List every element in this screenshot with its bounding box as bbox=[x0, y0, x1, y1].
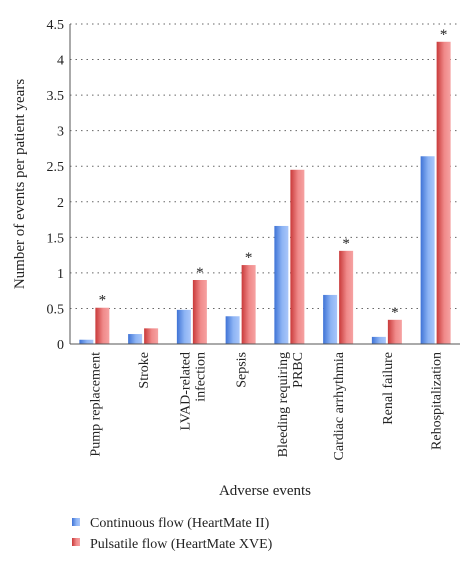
bar-pulsatile bbox=[95, 307, 110, 344]
bar-continuous bbox=[274, 225, 289, 344]
bar-continuous bbox=[323, 294, 338, 344]
x-tick-label-line: Cardiac arrhythmia bbox=[332, 351, 347, 460]
x-tick-label: Pump replacement bbox=[88, 352, 103, 457]
legend-swatch-pulsatile bbox=[72, 538, 80, 546]
y-tick-label: 3.5 bbox=[47, 89, 65, 104]
y-axis-label: Number of events per patient years bbox=[12, 79, 28, 289]
y-tick-label: 2.5 bbox=[47, 160, 65, 175]
significance-marker: * bbox=[440, 27, 448, 43]
x-tick-label-line: Renal failure bbox=[381, 352, 396, 425]
y-tick-label: 1.5 bbox=[47, 231, 65, 246]
y-tick-label: 0.5 bbox=[47, 302, 65, 317]
x-tick-label-line: Sepsis bbox=[235, 352, 250, 388]
y-tick-label: 3 bbox=[57, 125, 64, 140]
x-axis-label: Adverse events bbox=[219, 483, 311, 499]
x-tick-label: LVAD-related infection bbox=[178, 352, 208, 431]
x-tick-labels: Pump replacement Stroke LVAD-related infect… bbox=[88, 351, 444, 460]
legend-item-continuous: Continuous flow (HeartMate II) bbox=[72, 516, 270, 531]
x-tick-label: Renal failure bbox=[381, 352, 396, 425]
significance-marker: * bbox=[196, 265, 204, 281]
significance-marker: * bbox=[245, 250, 253, 266]
bar-continuous bbox=[128, 334, 143, 344]
gridlines bbox=[70, 23, 460, 309]
y-tick-label: 1 bbox=[57, 267, 64, 282]
bar-pulsatile bbox=[192, 280, 207, 344]
y-tick-label: 2 bbox=[57, 196, 64, 211]
significance-marker: * bbox=[99, 293, 107, 309]
x-tick-label-line: Pump replacement bbox=[88, 352, 103, 457]
x-tick-label-line: Bleeding requiring bbox=[276, 352, 291, 457]
x-tick-label-line: infection bbox=[193, 352, 208, 402]
significance-markers: * * * * * * bbox=[99, 27, 448, 321]
x-tick-label-line: Rehospitalization bbox=[430, 352, 445, 450]
bar-pulsatile bbox=[290, 169, 305, 344]
bar-continuous bbox=[176, 309, 191, 344]
x-tick-label: Rehospitalization bbox=[430, 352, 445, 450]
bars bbox=[79, 41, 451, 345]
legend: Continuous flow (HeartMate II) Pulsatile… bbox=[72, 516, 273, 552]
bar-pulsatile bbox=[387, 319, 402, 344]
bar-pulsatile bbox=[144, 328, 159, 344]
bar-continuous bbox=[79, 339, 94, 344]
bar-pulsatile bbox=[241, 265, 256, 344]
y-tick-label: 4.5 bbox=[47, 18, 65, 33]
legend-item-pulsatile: Pulsatile flow (HeartMate XVE) bbox=[72, 537, 273, 552]
x-tick-label-line: LVAD-related bbox=[178, 352, 193, 431]
x-tick-label: Sepsis bbox=[235, 352, 250, 388]
legend-label-continuous: Continuous flow (HeartMate II) bbox=[90, 516, 270, 531]
bar-pulsatile bbox=[339, 250, 354, 344]
significance-marker: * bbox=[342, 236, 350, 252]
y-tick-label: 0 bbox=[57, 338, 64, 353]
bar-continuous bbox=[371, 336, 386, 344]
bar-continuous bbox=[225, 316, 240, 344]
x-tick-label-line: PRBC bbox=[291, 352, 306, 388]
axes bbox=[69, 24, 460, 345]
x-tick-label-line: Stroke bbox=[137, 352, 152, 389]
legend-swatch-continuous bbox=[72, 518, 80, 526]
x-tick-label: Bleeding requiring PRBC bbox=[276, 352, 306, 457]
bar-pulsatile bbox=[436, 41, 451, 345]
y-tick-labels: 0 0.5 1 1.5 2 2.5 3 3.5 4 4.5 bbox=[47, 18, 65, 353]
significance-marker: * bbox=[391, 305, 399, 321]
x-tick-label: Cardiac arrhythmia bbox=[332, 351, 347, 460]
x-tick-label: Stroke bbox=[137, 352, 152, 389]
legend-label-pulsatile: Pulsatile flow (HeartMate XVE) bbox=[90, 537, 273, 552]
y-tick-label: 4 bbox=[57, 54, 64, 69]
bar-continuous bbox=[420, 156, 435, 344]
